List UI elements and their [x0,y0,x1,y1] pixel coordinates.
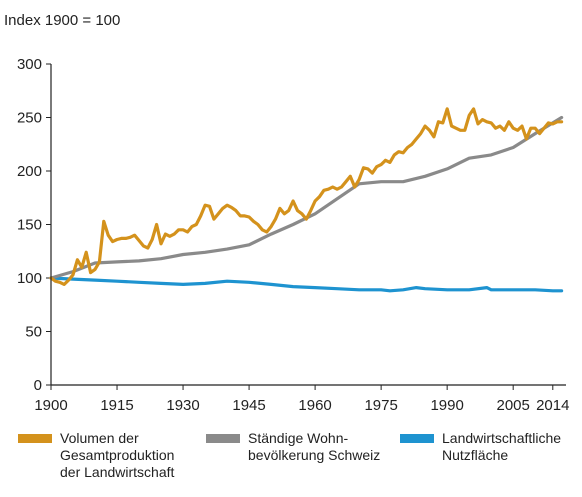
x-tick-label: 1990 [430,397,463,414]
x-tick-label: 1975 [364,397,397,414]
series-lines [49,107,564,293]
legend-label-population: Ständige Wohn- bevölkerung Schweiz [248,430,381,463]
y-tick-label: 250 [17,110,42,127]
y-tick-label: 0 [34,377,42,394]
series-line-population [49,115,564,280]
legend-swatch-farmland [400,434,434,443]
y-tick-label: 100 [17,270,42,287]
x-tick-label: 2014 [536,397,569,414]
line-chart: Index 1900 = 100 0 50 100 150 200 250 300 1900… [4,12,569,414]
x-tick-label: 1945 [232,397,265,414]
x-tick-label: 1900 [34,397,67,414]
series-line-production [49,107,564,286]
x-axis: 1900 1915 1930 1945 1960 1975 1990 2005 2014 [34,385,569,414]
legend-label-production: Volumen der Gesamtproduktion der Landwir… [60,430,175,480]
legend-swatch-population [206,434,240,443]
legend-swatch-production [18,434,52,443]
y-tick-label: 200 [17,163,42,180]
x-tick-label: 1930 [166,397,199,414]
y-tick-label: 50 [25,324,42,341]
legend-item-production: Volumen der Gesamtproduktion der Landwir… [18,430,174,481]
legend-label-farmland: Landwirtschaftliche Nutzfläche [442,430,562,463]
legend: Volumen der Gesamtproduktion der Landwir… [0,430,582,497]
y-tick-label: 300 [17,56,42,73]
x-tick-label: 1915 [100,397,133,414]
x-tick-label: 2005 [496,397,529,414]
y-axis: 0 50 100 150 200 250 300 [17,56,51,394]
x-tick-label: 1960 [298,397,331,414]
legend-item-population: Ständige Wohn- bevölkerung Schweiz [206,430,380,464]
y-tick-label: 150 [17,217,42,234]
legend-item-farmland: Landwirtschaftliche Nutzfläche [400,430,561,464]
chart-title: Index 1900 = 100 [4,12,120,29]
series-line-farmland [49,276,564,293]
